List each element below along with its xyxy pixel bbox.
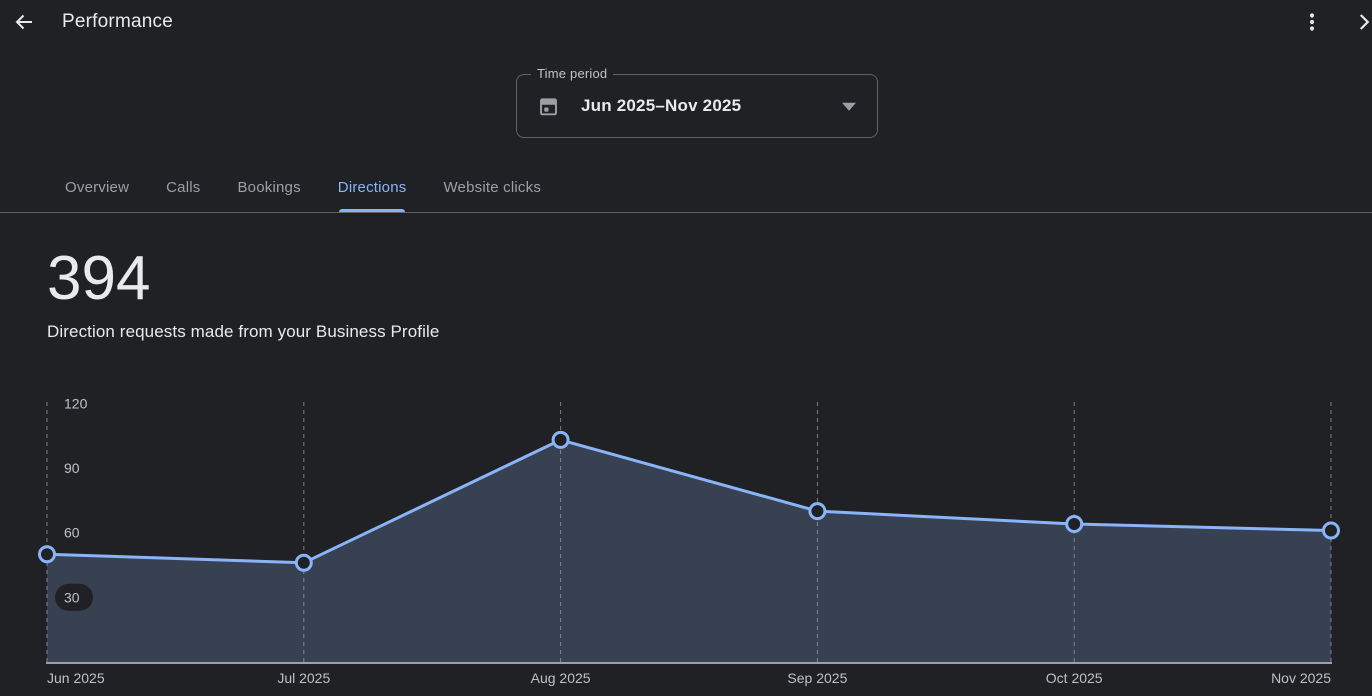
metric-description: Direction requests made from your Busine… — [47, 322, 440, 341]
tab-directions[interactable]: Directions — [338, 163, 407, 212]
chart-marker[interactable] — [551, 430, 570, 449]
calendar-icon — [537, 95, 560, 118]
tabs-divider — [0, 212, 1372, 213]
kebab-menu-icon — [1300, 10, 1324, 34]
metric-total: 394 — [47, 244, 151, 313]
ytick-pill — [55, 583, 93, 611]
page-title: Performance — [62, 11, 173, 32]
directions-chart: 30 60 90 120 Jun 2025 Jul 2025 Aug 2025 Sep 202… — [0, 390, 1372, 696]
chart-marker[interactable] — [808, 502, 827, 521]
arrow-left-icon — [12, 10, 36, 34]
ytick-label: 120 — [64, 395, 88, 411]
time-period-value: Jun 2025–Nov 2025 — [581, 96, 742, 115]
xtick-label: Sep 2025 — [787, 670, 847, 686]
xtick-label: Nov 2025 — [1271, 670, 1331, 686]
ytick-label: 30 — [64, 589, 80, 605]
time-period-select[interactable]: Time period Jun 2025–Nov 2025 — [516, 66, 878, 138]
tab-calls[interactable]: Calls — [166, 179, 201, 196]
directions-area-chart: 30 60 90 120 Jun 2025 Jul 2025 Aug 2025 Sep 202… — [38, 395, 1340, 686]
xtick-label: Jul 2025 — [277, 670, 330, 686]
ytick-label: 90 — [64, 460, 80, 476]
chart-line — [45, 438, 1333, 565]
more-options-button[interactable] — [1290, 0, 1334, 44]
chart-area-fill — [47, 439, 1331, 662]
tab-website-clicks[interactable]: Website clicks — [443, 179, 542, 196]
time-period-label: Time period — [531, 66, 614, 81]
caret-down-icon — [842, 102, 856, 111]
app-header: Performance — [0, 0, 1372, 44]
xtick-label: Aug 2025 — [531, 670, 591, 686]
chart-marker[interactable] — [38, 545, 56, 564]
chart-marker[interactable] — [1322, 521, 1340, 540]
ytick-label: 60 — [64, 525, 80, 541]
tab-overview[interactable]: Overview — [65, 179, 130, 196]
xtick-label: Jun 2025 — [47, 670, 105, 686]
chart-marker[interactable] — [1065, 515, 1084, 533]
chart-marker[interactable] — [294, 553, 313, 572]
back-button[interactable] — [2, 0, 46, 44]
metric-tabs: Overview Calls Bookings Directions Websi… — [0, 163, 541, 212]
xtick-label: Oct 2025 — [1046, 670, 1103, 686]
chevron-right-icon — [1351, 9, 1372, 35]
metric-summary: 394 Direction requests made from your Bu… — [47, 248, 439, 342]
tab-bookings[interactable]: Bookings — [237, 179, 301, 196]
forward-button[interactable] — [1346, 0, 1372, 44]
